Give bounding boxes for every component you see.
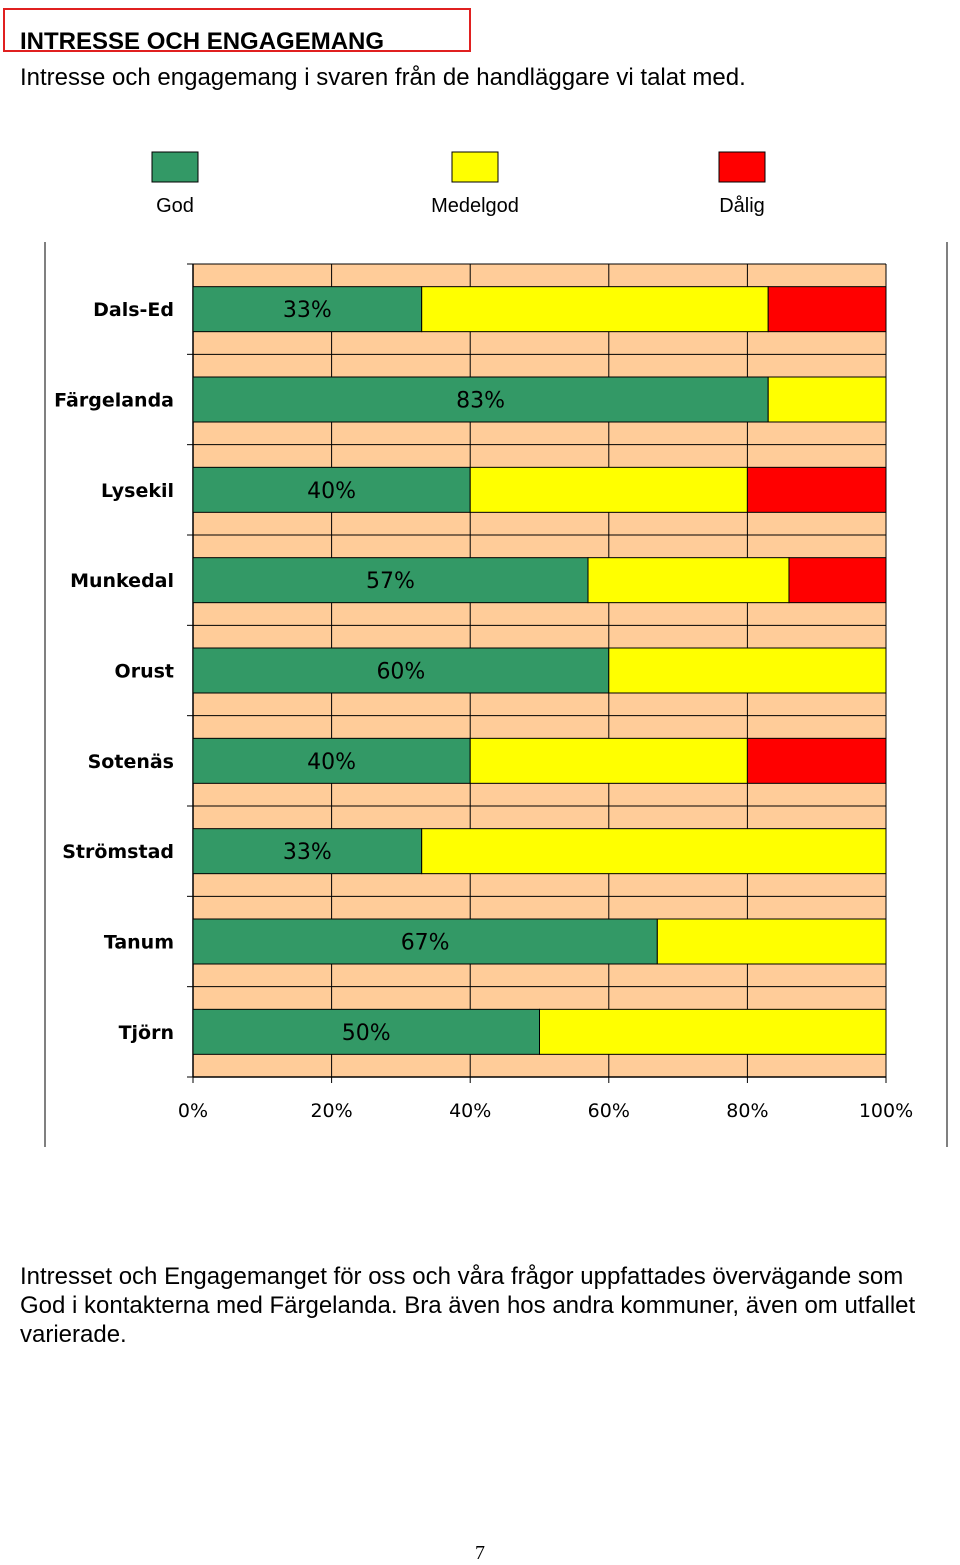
data-label: 57% [366, 569, 415, 594]
data-label: 67% [401, 931, 450, 956]
bar-segment [192, 828, 423, 875]
bar-segment [539, 1008, 887, 1055]
category-label: Tjörn [119, 1022, 174, 1044]
body-paragraph: Intresset och Engagemanget för oss och v… [20, 1262, 960, 1349]
body-line: varierade. [20, 1321, 127, 1348]
x-tick-label: 100% [859, 1100, 913, 1122]
x-tick-label: 40% [449, 1100, 491, 1122]
bar-segment [192, 466, 471, 513]
bar-segment [192, 918, 658, 965]
data-label: 83% [456, 389, 505, 414]
bar-segment [421, 828, 887, 875]
x-tick-label: 20% [310, 1100, 352, 1122]
bar-segment [469, 466, 748, 513]
x-tick-label: 80% [726, 1100, 768, 1122]
bar-segment [192, 286, 423, 333]
page-heading: INTRESSE OCH ENGAGEMANG [20, 28, 385, 55]
bar-segment [192, 376, 769, 423]
data-label: 33% [283, 298, 332, 323]
bar-segment [746, 466, 887, 513]
legend-swatch [151, 151, 199, 183]
data-label: 33% [283, 840, 332, 865]
legend-label: Medelgod [431, 195, 519, 217]
x-tick-label: 60% [588, 1100, 630, 1122]
x-tick-label: 0% [178, 1100, 208, 1122]
bar-segment [767, 376, 887, 423]
bar-segment [192, 1008, 540, 1055]
category-label: Lysekil [101, 480, 174, 502]
category-label: Färgelanda [54, 390, 174, 412]
category-label: Munkedal [70, 570, 174, 592]
data-label: 60% [376, 660, 425, 685]
legend-swatch [718, 151, 766, 183]
bar-segment [746, 737, 887, 784]
category-label: Sotenäs [88, 751, 174, 773]
body-line: God i kontakterna med Färgelanda. Bra äv… [20, 1292, 916, 1319]
legend-label: God [156, 195, 194, 217]
category-label: Tanum [104, 932, 174, 954]
category-label: Strömstad [62, 841, 174, 863]
bar-segment [788, 557, 887, 604]
bar-segment [608, 647, 887, 694]
category-label: Dals-Ed [93, 299, 174, 321]
bar-segment [192, 737, 471, 784]
heading-frame [3, 8, 471, 52]
bar-segment [767, 286, 887, 333]
legend-swatch [451, 151, 499, 183]
page-number: 7 [475, 1542, 485, 1564]
page-subheading: Intresse och engagemang i svaren från de… [20, 64, 746, 91]
bar-segment [421, 286, 769, 333]
legend-label: Dålig [719, 195, 765, 217]
body-line: Intresset och Engagemanget för oss och v… [20, 1263, 904, 1290]
data-label: 40% [307, 750, 356, 775]
bar-segment [192, 557, 589, 604]
data-label: 40% [307, 479, 356, 504]
bar-segment [587, 557, 790, 604]
bar-segment [656, 918, 887, 965]
data-label: 50% [342, 1021, 391, 1046]
category-label: Orust [115, 661, 174, 683]
stacked-bar-chart: God Medelgod Dålig 0% 20% 40% 60% 80% 100% Dals-E… [44, 151, 948, 1147]
bar-segment [469, 737, 748, 784]
